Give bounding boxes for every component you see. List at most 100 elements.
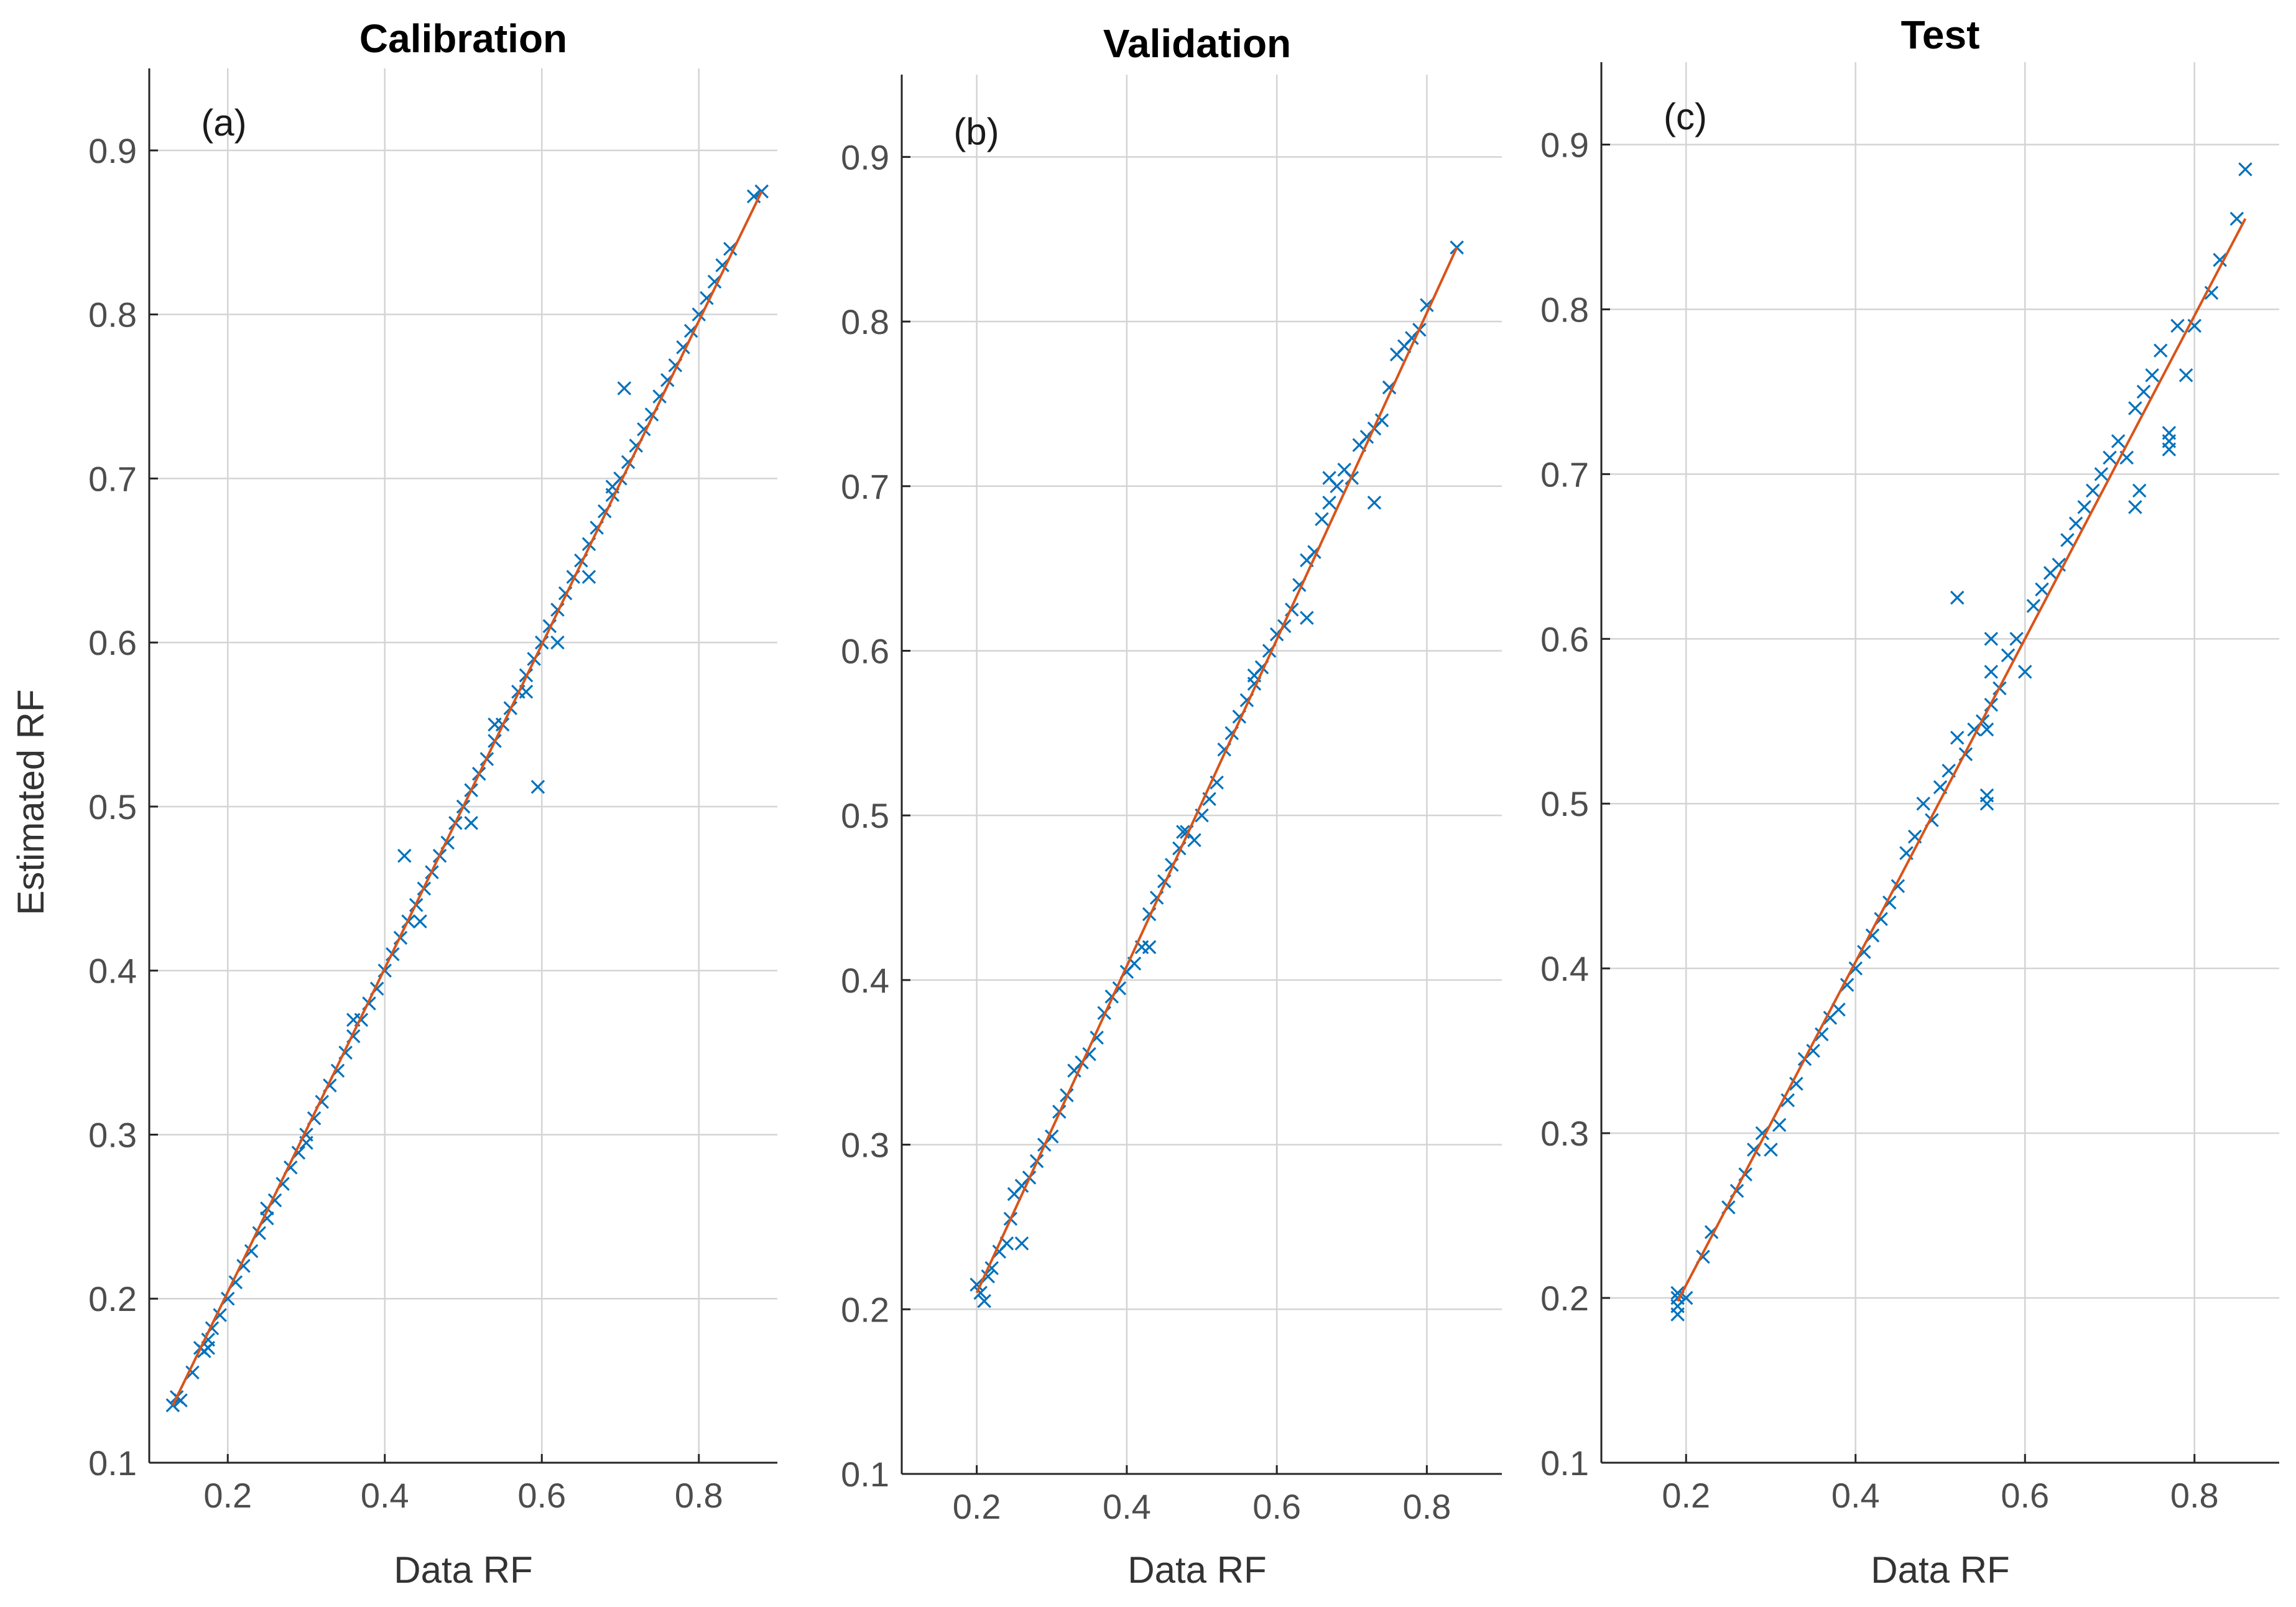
y-tick-label: 0.8	[841, 302, 889, 341]
panel-test: Test (c) Data RF 0.2 0.4 0.6 0.8 0.10.20.30…	[1540, 12, 2279, 1591]
scatter-point	[1916, 796, 1931, 811]
scatter-point	[617, 381, 632, 396]
scatter-point	[1322, 495, 1336, 510]
scatter-point	[1950, 590, 1965, 605]
scatter-point	[1979, 796, 1994, 811]
x-tick-label: 0.4	[1103, 1487, 1151, 1526]
y-tick-label: 0.6	[1540, 619, 1589, 659]
panel-b-label: (b)	[953, 111, 999, 152]
y-tick-label: 0.4	[88, 952, 137, 991]
y-tick-label: 0.9	[1540, 125, 1589, 164]
scatter-point	[2132, 483, 2147, 498]
scatter-point	[2001, 648, 2016, 663]
panel-c-points	[1670, 162, 2252, 1322]
scatter-point	[1315, 512, 1329, 526]
x-tick-label: 0.2	[953, 1487, 1001, 1526]
scatter-point	[2229, 211, 2244, 226]
y-tick-label: 0.8	[1540, 290, 1589, 329]
scatter-point	[715, 258, 729, 272]
scatter-point	[1014, 1236, 1029, 1251]
scatter-point	[1187, 833, 1201, 848]
scatter-point	[2035, 582, 2049, 597]
panel-a-label: (a)	[201, 102, 246, 144]
y-tick-label: 0.1	[1540, 1443, 1589, 1483]
x-tick-label: 0.2	[1662, 1476, 1710, 1515]
scatter-point	[2213, 252, 2227, 267]
y-tick-label: 0.8	[88, 295, 137, 335]
scatter-point	[397, 848, 412, 863]
y-tick-label: 0.2	[88, 1279, 137, 1318]
scatter-point	[1979, 722, 1994, 737]
scatter-point	[1984, 665, 1999, 679]
scatter-point	[2060, 533, 2075, 547]
panel-c-grid	[1601, 62, 2279, 1464]
scatter-point	[1450, 240, 1464, 255]
scatter-point	[1840, 978, 1854, 992]
scatter-point	[723, 241, 738, 256]
scatter-point	[2085, 483, 2100, 498]
panel-c-xticks: 0.2 0.4 0.6 0.8	[1662, 1454, 2219, 1515]
x-tick-label: 0.8	[2170, 1476, 2219, 1515]
scatter-point	[1764, 1142, 1778, 1157]
scatter-point	[1984, 632, 1999, 646]
scatter-point	[1848, 961, 1863, 976]
panel-calibration: Calibration (a) Data RF Estimated RF 0.2…	[10, 16, 777, 1591]
scatter-point	[981, 1269, 995, 1284]
scatter-point	[201, 1341, 215, 1355]
scatter-point	[530, 780, 545, 794]
scatter-point	[970, 1277, 984, 1292]
scatter-point	[581, 570, 596, 584]
scatter-point	[1806, 1044, 1820, 1058]
y-tick-label: 0.2	[1540, 1279, 1589, 1318]
scatter-point	[977, 1294, 991, 1308]
scatter-point	[1322, 471, 1336, 485]
x-tick-label: 0.4	[1831, 1476, 1880, 1515]
scatter-point	[999, 1236, 1014, 1251]
scatter-point	[244, 1244, 259, 1259]
y-tick-label: 0.9	[841, 137, 889, 177]
panel-c-label: (c)	[1664, 96, 1707, 137]
x-tick-label: 0.4	[361, 1476, 409, 1515]
scatter-point	[260, 1211, 274, 1226]
panel-a-xticks: 0.2 0.4 0.6 0.8	[203, 1454, 723, 1515]
y-tick-label: 0.3	[841, 1126, 889, 1165]
scatter-point	[213, 1308, 227, 1322]
scatter-point	[185, 1365, 200, 1380]
scatter-point	[2128, 401, 2142, 415]
y-tick-label: 0.3	[1540, 1114, 1589, 1153]
scatter-point	[2153, 343, 2168, 358]
panel-b-fit-line	[975, 247, 1458, 1294]
x-tick-label: 0.6	[2001, 1476, 2049, 1515]
scatter-point	[1950, 730, 1965, 745]
scatter-point	[2094, 467, 2109, 481]
y-tick-label: 0.5	[841, 796, 889, 835]
scatter-point	[1755, 1126, 1770, 1141]
scatter-point	[707, 274, 722, 289]
panel-a-fit-line	[172, 190, 763, 1406]
x-tick-label: 0.6	[1252, 1487, 1301, 1526]
scatter-point	[464, 816, 478, 830]
scatter-point	[2026, 599, 2041, 613]
scatter-point	[984, 1261, 999, 1276]
y-tick-label: 0.9	[88, 131, 137, 170]
scatter-point	[2017, 665, 2032, 679]
panel-b-xlabel: Data RF	[1127, 1549, 1266, 1591]
y-tick-label: 0.7	[841, 467, 889, 506]
scatter-point	[1367, 495, 1382, 510]
panel-a-xlabel: Data RF	[394, 1549, 532, 1591]
scatter-point	[2162, 442, 2177, 456]
scatter-point	[2103, 450, 2117, 465]
x-tick-label: 0.6	[517, 1476, 566, 1515]
y-tick-label: 0.6	[88, 623, 137, 662]
scatter-point	[973, 1285, 988, 1300]
y-tick-label: 0.2	[841, 1290, 889, 1329]
y-tick-label: 0.5	[1540, 784, 1589, 823]
panel-b-yticks: 0.1 0.2 0.3 0.4 0.5 0.6 0.7 0.8 0.9	[841, 137, 910, 1494]
y-tick-label: 0.5	[88, 787, 137, 827]
y-tick-label: 0.7	[1540, 455, 1589, 494]
scatter-point	[1300, 611, 1314, 625]
y-tick-label: 0.3	[88, 1115, 137, 1154]
x-tick-label: 0.2	[203, 1476, 252, 1515]
panel-c-fit-line	[1676, 218, 2247, 1302]
